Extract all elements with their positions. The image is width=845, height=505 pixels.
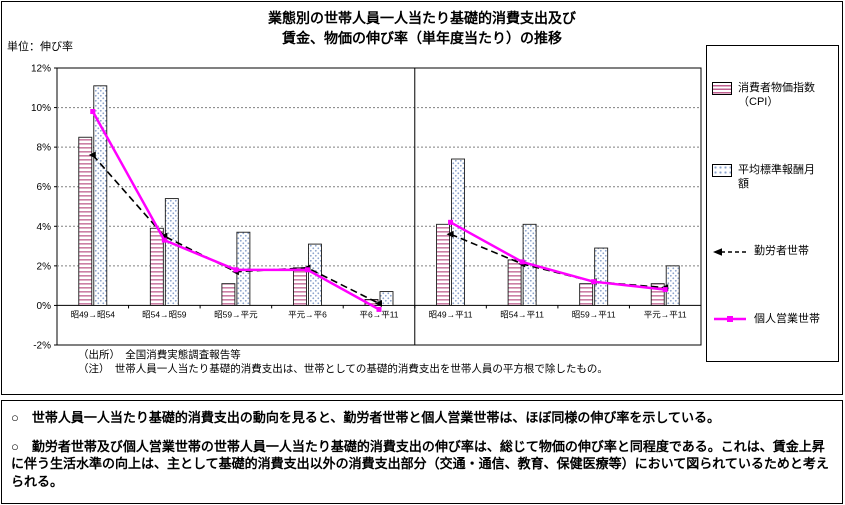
magenta-line-square-swatch-icon (714, 316, 746, 323)
svg-text:昭59→平11: 昭59→平11 (572, 309, 616, 319)
growth-rate-bar-line-chart: -2% 0% 2% 4% 6% 8% 10% 12% 昭49→昭54 昭54→昭59 昭59→平元 平… (31, 64, 702, 352)
legend-label-worker-households: 勤労者世帯 (754, 245, 809, 258)
definition-note: （注） 世帯人員一人当たり基礎的消費支出は、世帯としての基礎的消費支出を世帯人員… (78, 362, 608, 375)
svg-text:昭54→平11: 昭54→平11 (500, 309, 544, 319)
legend-item-standard-monthly-remuneration: 平均標準報酬月額 (712, 163, 833, 192)
legend-item-worker-households: 勤労者世帯 (712, 244, 833, 258)
svg-text:平元→平11: 平元→平11 (644, 309, 687, 319)
svg-text:8%: 8% (37, 143, 52, 154)
svg-text:昭54→昭59: 昭54→昭59 (142, 309, 187, 319)
svg-text:平6→平11: 平6→平11 (359, 309, 398, 319)
svg-text:4%: 4% (37, 222, 52, 233)
svg-text:昭59→平元: 昭59→平元 (214, 309, 258, 319)
unit-label: 単位：伸び率 (7, 41, 73, 53)
legend-item-cpi: 消費者物価指数（CPI） (712, 81, 833, 110)
svg-text:-2%: -2% (33, 341, 51, 352)
summary-bullet-1: ○ 世帯人員一人当たり基礎的消費支出の動向を見ると、勤労者世帯と個人営業世帯は、… (11, 410, 720, 425)
svg-text:平元→平6: 平元→平6 (288, 309, 327, 319)
svg-text:2%: 2% (37, 261, 52, 272)
dashed-line-arrow-swatch-icon (713, 247, 746, 256)
summary-bullet-2: ○ 勤労者世帯及び個人営業世帯の世帯人員一人当たり基礎的消費支出の伸び率は、総じ… (11, 438, 829, 489)
svg-text:6%: 6% (37, 182, 52, 193)
svg-text:0%: 0% (37, 301, 52, 312)
chart-panel: -2% 0% 2% 4% 6% 8% 10% 12% 昭49→昭54 昭54→昭59 昭59→平元 平… (1, 1, 843, 395)
legend: 消費者物価指数（CPI） 平均標準報酬月額 勤労者世帯 個人営業世帯 (706, 45, 839, 362)
legend-label-cpi: 消費者物価指数（CPI） (738, 81, 815, 108)
svg-text:昭49→昭54: 昭49→昭54 (71, 309, 116, 319)
striped-bar-swatch-icon (712, 81, 732, 95)
legend-label-self-employed-households: 個人営業世帯 (754, 313, 820, 326)
chart-title: 業態別の世帯人員一人当たり基礎的消費支出及び 賃金、物価の伸び率（単年度当たり）… (2, 9, 842, 48)
chart-title-line2: 賃金、物価の伸び率（単年度当たり）の推移 (282, 29, 562, 46)
legend-label-remuneration: 平均標準報酬月額 (738, 163, 815, 190)
chart-title-line1: 業態別の世帯人員一人当たり基礎的消費支出及び (268, 10, 576, 26)
svg-text:12%: 12% (31, 64, 51, 75)
dotted-bar-swatch-icon (712, 163, 732, 177)
summary-panel: ○ 世帯人員一人当たり基礎的消費支出の動向を見ると、勤労者世帯と個人営業世帯は、… (1, 400, 843, 504)
svg-text:昭49→平11: 昭49→平11 (429, 309, 473, 319)
chart-notes: （出所） 全国消費実態調査報告等 （注） 世帯人員一人当たり基礎的消費支出は、世… (78, 349, 608, 376)
legend-item-self-employed-households: 個人営業世帯 (712, 312, 833, 326)
svg-text:10%: 10% (31, 103, 51, 114)
source-note: （出所） 全国消費実態調査報告等 (78, 349, 241, 361)
